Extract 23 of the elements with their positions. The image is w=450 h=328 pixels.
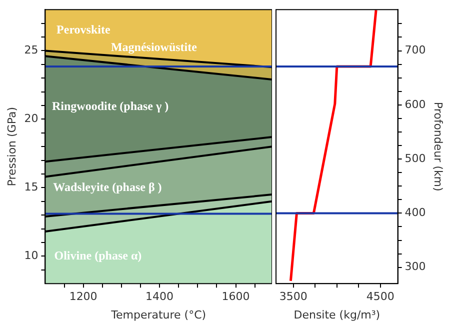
y-tick-label: 15 [24, 180, 38, 194]
y2-tick-label: 500 [404, 152, 426, 165]
x-axis-title: Temperature (°C) [110, 308, 206, 322]
annotation: Magnésiowüstite [110, 40, 198, 54]
y-axis-title: Pression (GPa) [5, 107, 18, 186]
y-tick-label: 25 [24, 44, 38, 57]
x-tick-label: 1600 [222, 290, 250, 304]
y2-tick-label: 400 [404, 206, 426, 220]
x-tick-label: 1400 [146, 290, 174, 304]
x-tick-label: 1200 [69, 290, 98, 304]
x-tick-label: 3500 [279, 290, 308, 304]
x-axis-title: Densite (kg/m³) [294, 308, 380, 322]
y-tick-label: 20 [24, 112, 38, 126]
annotation: Olivine (phase α) [54, 248, 142, 262]
y2-tick-label: 600 [404, 98, 426, 111]
y-tick-label: 10 [24, 249, 38, 262]
y2-tick-label: 300 [404, 260, 426, 274]
annotation: Perovskite [56, 22, 111, 37]
x-tick-label: 4500 [366, 290, 394, 304]
y2-tick-label: 700 [404, 44, 426, 57]
annotation: Ringwoodite (phase γ ) [52, 98, 169, 113]
annotation: Wadsleyite (phase β ) [53, 180, 162, 194]
y2-axis-title: Profondeur (km) [432, 102, 445, 192]
